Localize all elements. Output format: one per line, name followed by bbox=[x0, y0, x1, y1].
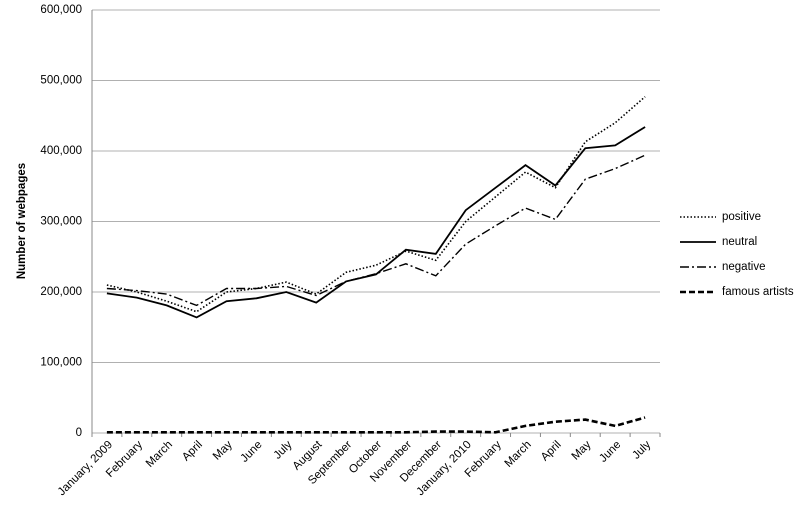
y-tick-label: 600,000 bbox=[40, 4, 82, 16]
x-tick-label: March bbox=[144, 439, 175, 470]
x-tick-label: April bbox=[180, 439, 205, 464]
x-tick-label: May bbox=[570, 439, 594, 463]
series-line bbox=[106, 154, 646, 307]
x-tick-label: July bbox=[272, 439, 295, 462]
legend-label: neutral bbox=[722, 236, 757, 248]
y-tick-label: 300,000 bbox=[40, 216, 82, 228]
x-tick-label: July bbox=[630, 439, 653, 462]
x-tick-label: June bbox=[597, 439, 623, 465]
x-tick-label: March bbox=[503, 439, 534, 470]
series-line bbox=[106, 416, 646, 434]
y-tick-label: 400,000 bbox=[40, 145, 82, 157]
y-tick-label: 500,000 bbox=[40, 75, 82, 87]
series-line bbox=[106, 126, 646, 319]
y-tick-label: 200,000 bbox=[40, 286, 82, 298]
y-tick-label: 100,000 bbox=[40, 357, 82, 369]
x-tick-label: April bbox=[539, 439, 564, 464]
legend-label: positive bbox=[722, 211, 761, 223]
series-line bbox=[106, 96, 646, 313]
y-tick-label: 0 bbox=[76, 427, 82, 439]
y-axis-label: Number of webpages bbox=[16, 163, 28, 279]
legend-label: negative bbox=[722, 261, 765, 273]
x-tick-label: May bbox=[211, 439, 235, 463]
legend-label: famous artists bbox=[722, 286, 794, 298]
x-tick-label: June bbox=[239, 439, 265, 465]
